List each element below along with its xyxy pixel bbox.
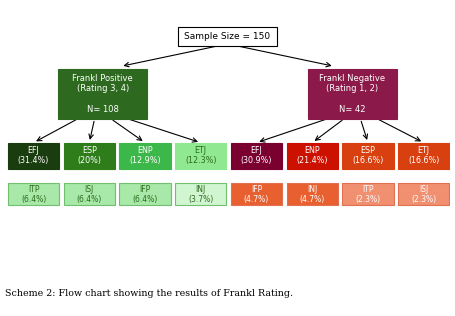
FancyBboxPatch shape: [64, 143, 115, 169]
Text: ETJ
(12.3%): ETJ (12.3%): [185, 146, 217, 166]
Text: EFJ
(31.4%): EFJ (31.4%): [18, 146, 49, 166]
Text: Sample Size = 150: Sample Size = 150: [184, 32, 271, 41]
FancyBboxPatch shape: [58, 69, 147, 118]
Text: ESP
(16.6%): ESP (16.6%): [352, 146, 384, 166]
Text: ETJ
(16.6%): ETJ (16.6%): [408, 146, 440, 166]
FancyBboxPatch shape: [119, 143, 171, 169]
FancyBboxPatch shape: [8, 183, 59, 205]
FancyBboxPatch shape: [175, 183, 227, 205]
FancyBboxPatch shape: [342, 143, 394, 169]
Text: ITP
(2.3%): ITP (2.3%): [355, 185, 380, 204]
Text: INJ
(3.7%): INJ (3.7%): [188, 185, 213, 204]
FancyBboxPatch shape: [287, 143, 338, 169]
Text: Frankl Negative
(Rating 1, 2)

N= 42: Frankl Negative (Rating 1, 2) N= 42: [319, 74, 385, 114]
Text: ITP
(6.4%): ITP (6.4%): [21, 185, 46, 204]
Text: IFP
(6.4%): IFP (6.4%): [132, 185, 157, 204]
Text: ENP
(21.4%): ENP (21.4%): [297, 146, 328, 166]
FancyBboxPatch shape: [178, 27, 277, 46]
Text: INJ
(4.7%): INJ (4.7%): [299, 185, 325, 204]
FancyBboxPatch shape: [175, 143, 227, 169]
FancyBboxPatch shape: [342, 183, 394, 205]
Text: ESP
(20%): ESP (20%): [77, 146, 101, 166]
FancyBboxPatch shape: [308, 69, 397, 118]
FancyBboxPatch shape: [287, 183, 338, 205]
Text: EFJ
(30.9%): EFJ (30.9%): [241, 146, 272, 166]
FancyBboxPatch shape: [398, 183, 450, 205]
Text: ISJ
(6.4%): ISJ (6.4%): [76, 185, 102, 204]
Text: ENP
(12.9%): ENP (12.9%): [129, 146, 161, 166]
Text: Frankl Positive
(Rating 3, 4)

N= 108: Frankl Positive (Rating 3, 4) N= 108: [72, 74, 133, 114]
Text: IFP
(4.7%): IFP (4.7%): [244, 185, 269, 204]
Text: Scheme 2: Flow chart showing the results of Frankl Rating.: Scheme 2: Flow chart showing the results…: [5, 289, 293, 298]
FancyBboxPatch shape: [8, 143, 59, 169]
FancyBboxPatch shape: [64, 183, 115, 205]
FancyBboxPatch shape: [231, 183, 282, 205]
Text: ISJ
(2.3%): ISJ (2.3%): [411, 185, 436, 204]
FancyBboxPatch shape: [398, 143, 450, 169]
FancyBboxPatch shape: [119, 183, 171, 205]
FancyBboxPatch shape: [231, 143, 282, 169]
